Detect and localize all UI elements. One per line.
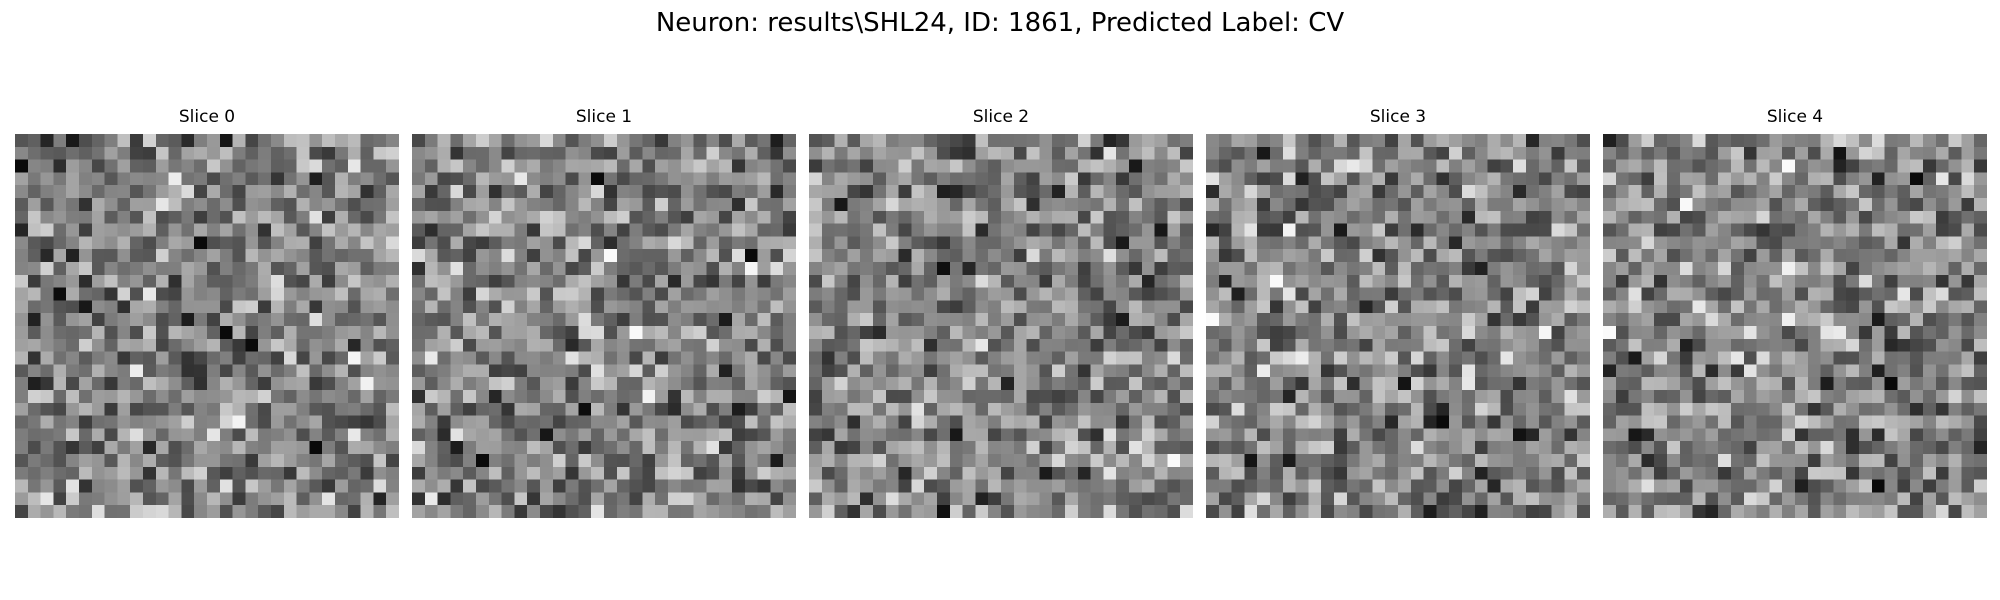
slice-image-4 [1603,134,1987,518]
slice-panel-1: Slice 1 [412,106,796,518]
slice-panel-3: Slice 3 [1206,106,1590,518]
slice-image-1 [412,134,796,518]
slice-title-3: Slice 3 [1369,107,1427,127]
figure-title: Neuron: results\SHL24, ID: 1861, Predict… [655,8,1345,38]
slice-panel-4: Slice 4 [1603,106,1987,518]
slice-title-1: Slice 1 [575,107,633,127]
slice-panel-2: Slice 2 [809,106,1193,518]
slice-image-2 [809,134,1193,518]
slice-title-2: Slice 2 [972,107,1030,127]
slice-image-0 [15,134,399,518]
slice-image-3 [1206,134,1590,518]
slice-title-4: Slice 4 [1766,107,1824,127]
slice-title-0: Slice 0 [178,107,236,127]
slice-panel-0: Slice 0 [15,106,399,518]
